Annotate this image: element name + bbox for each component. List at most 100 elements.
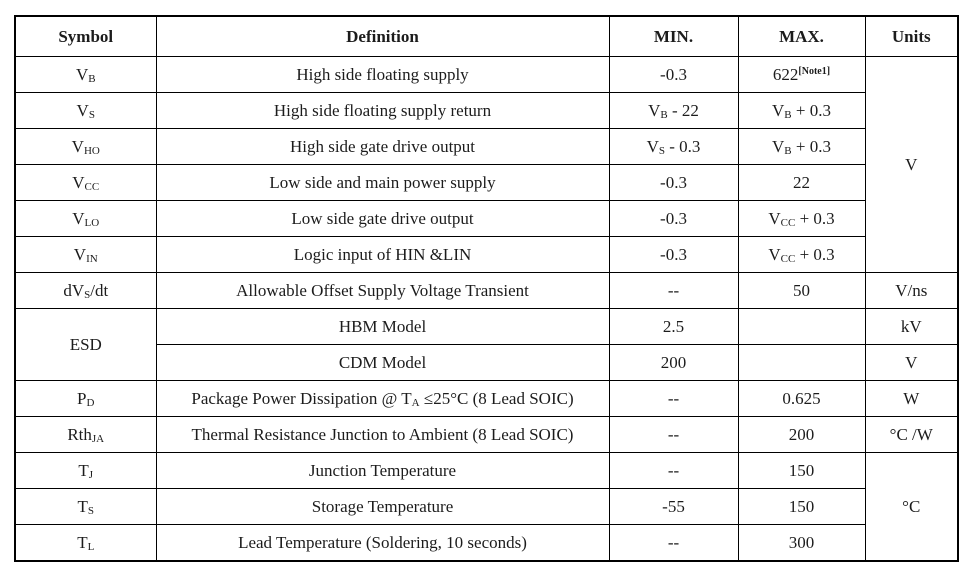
min-cell: -- — [608, 416, 739, 453]
symbol-subscript: JA — [91, 432, 105, 445]
definition-cell: Storage Temperature — [155, 488, 610, 525]
symbol-subscript: D — [86, 396, 95, 409]
definition-cell: Low side gate drive output — [155, 200, 610, 237]
definition-cell: Thermal Resistance Junction to Ambient (… — [155, 416, 610, 453]
min-cell: -- — [608, 524, 739, 562]
value-text: - 0.3 — [664, 136, 701, 156]
table-row-vlo: VLO Low side gate drive output -0.3 VCC … — [14, 200, 958, 237]
symbol-cell: VIN — [14, 236, 157, 273]
max-cell: 622[Note1] — [737, 56, 866, 93]
col-header-definition: Definition — [155, 15, 610, 57]
symbol-cell: TL — [14, 524, 157, 562]
definition-cell: High side floating supply return — [155, 92, 610, 129]
symbol-cell: VCC — [14, 164, 157, 201]
max-cell — [737, 344, 866, 381]
value-text: + 0.3 — [791, 136, 831, 156]
min-cell: -55 — [608, 488, 739, 525]
value-text: V — [648, 100, 661, 120]
min-cell: -- — [608, 272, 739, 309]
symbol-text: dV — [63, 280, 85, 300]
value-text: + 0.3 — [795, 244, 835, 264]
symbol-subscript: S — [84, 288, 91, 301]
min-cell: -0.3 — [608, 164, 739, 201]
col-header-units: Units — [864, 15, 959, 57]
value-subscript: B — [660, 108, 668, 121]
max-cell: VCC + 0.3 — [737, 200, 866, 237]
symbol-cell: VB — [14, 56, 157, 93]
symbol-text: T — [78, 460, 89, 480]
units-cell: W — [864, 380, 959, 417]
definition-cell: CDM Model — [155, 344, 610, 381]
table-row-vcc: VCC Low side and main power supply -0.3 … — [14, 164, 958, 201]
min-cell: 200 — [608, 344, 739, 381]
value-subscript: S — [658, 144, 665, 157]
symbol-subscript: S — [88, 108, 95, 121]
table-row-vho: VHO High side gate drive output VS - 0.3… — [14, 128, 958, 165]
value-text: V — [772, 100, 785, 120]
table-row-pd: PD Package Power Dissipation @ TA ≤25°C … — [14, 380, 959, 417]
table-row-vs: VS High side floating supply return VB -… — [14, 92, 958, 129]
units-cell: °C /W — [864, 416, 959, 453]
min-cell: -- — [608, 452, 739, 489]
definition-cell: Logic input of HIN &LIN — [155, 236, 610, 273]
symbol-cell: VHO — [14, 128, 157, 165]
min-cell: -0.3 — [608, 200, 739, 237]
note-superscript: [Note1] — [798, 65, 831, 77]
value-text: V — [772, 136, 785, 156]
max-cell: VCC + 0.3 — [737, 236, 866, 273]
units-cell: °C — [864, 452, 959, 562]
col-header-symbol: Symbol — [14, 15, 157, 57]
max-cell: VB + 0.3 — [737, 92, 866, 129]
definition-cell: High side floating supply — [155, 56, 610, 93]
min-cell: -- — [608, 380, 739, 417]
symbol-cell: TS — [14, 488, 157, 525]
symbol-subscript: B — [88, 72, 96, 85]
symbol-cell: VLO — [14, 200, 157, 237]
symbol-text: V — [76, 100, 89, 120]
symbol-text: /dt — [90, 280, 109, 300]
min-cell: VB - 22 — [608, 92, 739, 129]
value-text: + 0.3 — [795, 208, 835, 228]
table-row-vin: VIN Logic input of HIN &LIN -0.3 VCC + 0… — [14, 236, 958, 273]
max-cell: 300 — [737, 524, 866, 562]
value-text: V — [768, 208, 781, 228]
col-header-min: MIN. — [608, 15, 739, 57]
value-subscript: CC — [780, 252, 796, 265]
max-cell: 200 — [737, 416, 866, 453]
definition-text: Package Power Dissipation @ T — [191, 388, 412, 408]
symbol-subscript: LO — [84, 216, 100, 229]
units-cell: V/ns — [864, 272, 959, 309]
definition-subscript: A — [411, 396, 420, 409]
value-text: V — [646, 136, 659, 156]
units-cell: kV — [864, 308, 959, 345]
min-cell: VS - 0.3 — [608, 128, 739, 165]
units-cell: V — [864, 56, 959, 273]
table-row-esd-cdm: CDM Model 200 V — [15, 344, 959, 381]
max-cell — [737, 308, 866, 345]
symbol-subscript: L — [87, 540, 95, 553]
max-cell: 150 — [737, 452, 866, 489]
symbol-cell: TJ — [14, 452, 157, 489]
min-cell: 2.5 — [608, 308, 739, 345]
symbol-cell: ESD — [14, 308, 157, 381]
symbol-subscript: CC — [84, 180, 100, 193]
max-cell: VB + 0.3 — [737, 128, 866, 165]
symbol-text: V — [71, 136, 84, 156]
symbol-text: V — [73, 244, 87, 264]
min-cell: -0.3 — [608, 236, 739, 273]
symbol-text: T — [77, 532, 88, 552]
table-row-dvsdt: dVS/dt Allowable Offset Supply Voltage T… — [14, 272, 959, 309]
header-row: Symbol Definition MIN. MAX. Units — [14, 15, 959, 57]
symbol-text: V — [72, 208, 85, 228]
value-text: + 0.3 — [791, 100, 831, 120]
symbol-subscript: HO — [83, 144, 100, 157]
definition-cell: Junction Temperature — [155, 452, 610, 489]
table-row-vb: VB High side floating supply -0.3 622[No… — [14, 56, 959, 273]
symbol-subscript: S — [87, 504, 94, 517]
value-text: V — [768, 244, 781, 264]
abs-max-ratings-table: Symbol Definition MIN. MAX. Units VB Hig… — [14, 15, 959, 562]
table-row-esd-hbm: ESD HBM Model 2.5 kV — [14, 308, 959, 381]
value-subscript: B — [784, 108, 792, 121]
table-row-ts: TS Storage Temperature -55 150 — [14, 488, 958, 525]
max-cell: 50 — [737, 272, 866, 309]
